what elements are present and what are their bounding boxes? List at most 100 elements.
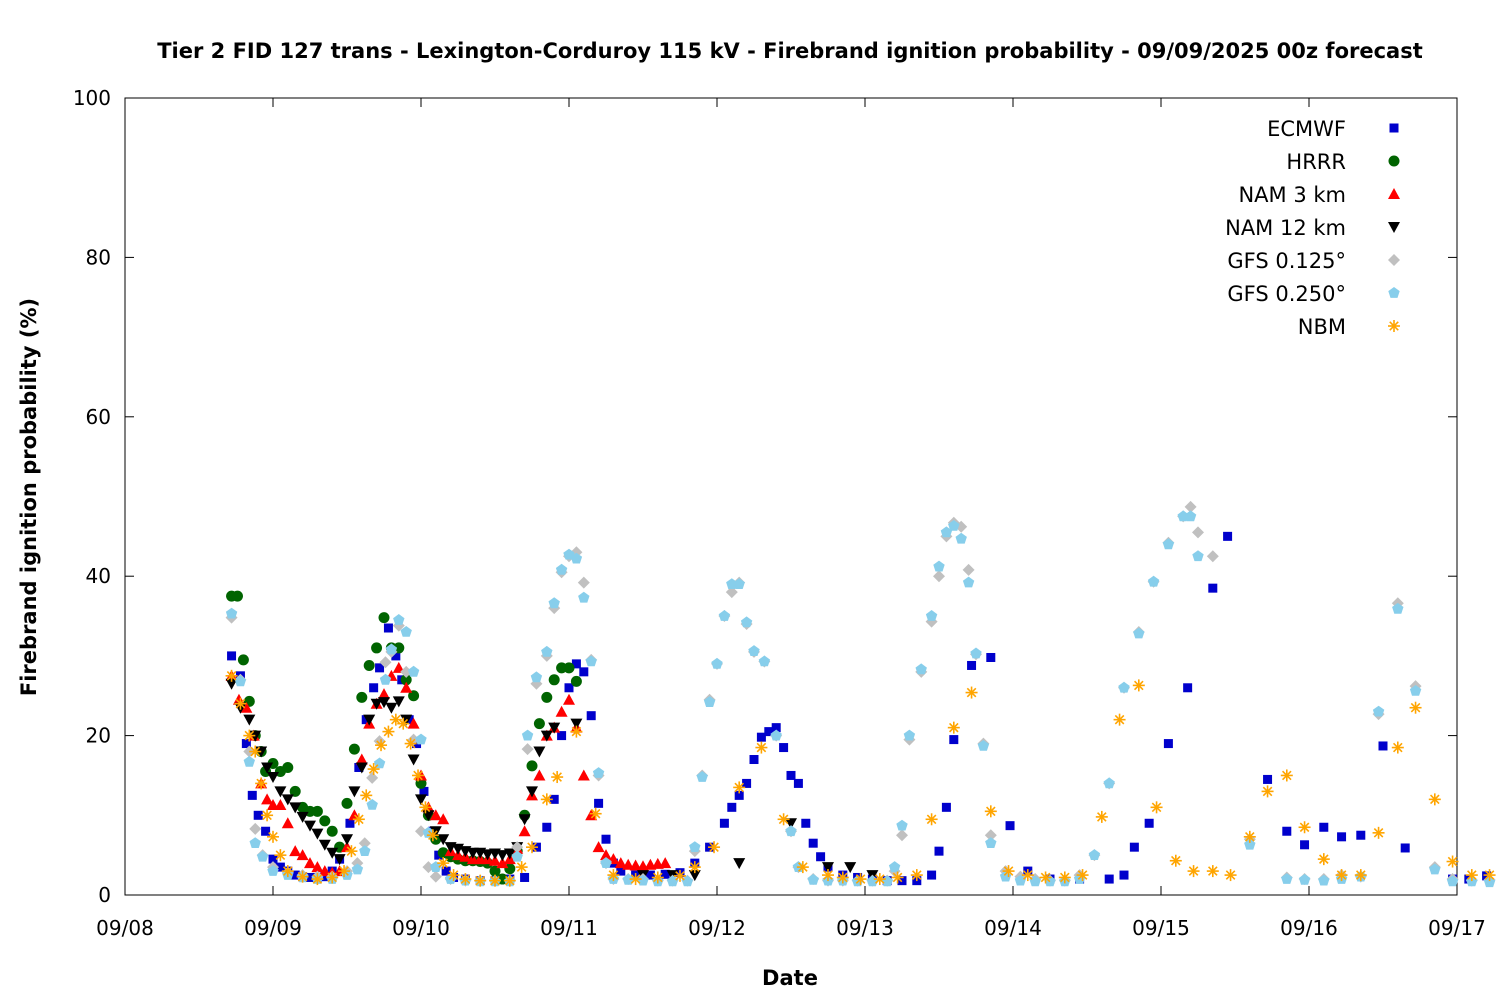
data-point-nam-12-km — [503, 848, 516, 860]
data-point-gfs-0-250 — [903, 729, 916, 741]
data-point-nam-3-km — [489, 854, 501, 866]
data-point-nbm — [367, 763, 380, 776]
x-tick-label: 09/10 — [392, 916, 450, 940]
data-point-nbm — [503, 874, 516, 887]
data-point-gfs-0-250 — [785, 825, 797, 837]
data-point-nbm — [891, 871, 904, 884]
data-point-ecmwf — [808, 838, 818, 848]
data-point-ecmwf — [771, 723, 781, 733]
x-tick-label: 09/13 — [836, 916, 894, 940]
data-point-nbm — [1372, 826, 1385, 839]
data-point-nbm — [1206, 865, 1219, 878]
data-point-gfs-0-250 — [711, 657, 723, 669]
data-point-nam-3-km — [563, 693, 575, 705]
data-point-ecmwf — [1263, 774, 1273, 784]
data-point-ecmwf — [1129, 842, 1139, 852]
data-point-gfs-0-125 — [358, 837, 371, 850]
data-point-nam-12-km — [311, 828, 324, 840]
y-tick-label: 0 — [98, 883, 111, 907]
data-point-ecmwf — [927, 870, 937, 880]
data-point-gfs-0-250 — [407, 665, 420, 677]
y-tick-label: 100 — [73, 86, 111, 110]
data-point-gfs-0-125 — [422, 861, 435, 874]
data-point-hrrr — [533, 718, 545, 730]
data-point-hrrr — [356, 691, 368, 703]
legend-marker-hrrr — [1388, 155, 1400, 167]
data-point-nam-12-km — [437, 834, 450, 846]
data-point-nbm — [551, 771, 564, 784]
data-point-nbm — [1261, 785, 1274, 798]
data-point-gfs-0-250 — [1318, 874, 1330, 886]
data-point-ecmwf — [1183, 683, 1193, 693]
legend-label-gfs-0-250: GFS 0.250° — [1227, 282, 1346, 306]
data-point-gfs-0-125 — [249, 822, 262, 835]
data-point-nam-12-km — [243, 714, 256, 726]
data-point-hrrr — [378, 612, 390, 624]
data-point-gfs-0-250 — [1177, 510, 1189, 522]
data-point-nbm — [1187, 865, 1200, 878]
data-point-nbm — [1113, 713, 1126, 726]
data-point-nam-3-km — [592, 841, 605, 853]
data-point-nam-3-km — [240, 701, 253, 713]
data-point-nbm — [296, 870, 309, 883]
data-point-gfs-0-250 — [1162, 538, 1175, 550]
data-point-ecmwf — [369, 683, 379, 693]
data-point-nam-12-km — [496, 850, 509, 862]
data-point-ecmwf — [520, 872, 530, 882]
data-point-ecmwf — [290, 870, 300, 880]
data-point-nbm — [947, 721, 960, 734]
data-point-ecmwf — [1144, 818, 1154, 828]
data-point-ecmwf — [934, 846, 944, 856]
data-point-nam-3-km — [496, 857, 509, 869]
data-point-nam-12-km — [415, 794, 427, 806]
legend-label-hrrr: HRRR — [1286, 150, 1346, 174]
data-point-ecmwf — [594, 798, 604, 808]
data-point-gfs-0-250 — [681, 875, 694, 887]
data-point-ecmwf — [1119, 870, 1129, 880]
data-point-ecmwf — [542, 822, 552, 832]
data-point-gfs-0-250 — [807, 873, 819, 885]
data-point-hrrr — [282, 761, 294, 773]
data-point-hrrr — [548, 674, 560, 686]
data-point-nbm — [910, 869, 923, 882]
y-tick-label: 40 — [86, 564, 111, 588]
data-point-nam-3-km — [378, 688, 390, 700]
data-point-nbm — [338, 865, 351, 878]
data-point-nam-3-km — [659, 857, 672, 869]
data-point-gfs-0-250 — [1244, 838, 1256, 850]
data-point-ecmwf — [1104, 874, 1114, 884]
data-point-nam-12-km — [548, 722, 561, 734]
data-point-nam-12-km — [281, 794, 294, 806]
legend-label-gfs-0-125: GFS 0.125° — [1227, 249, 1346, 273]
data-point-gfs-0-250 — [718, 610, 731, 621]
data-point-nam-12-km — [355, 762, 368, 774]
data-point-nam-3-km — [274, 798, 287, 810]
data-point-nam-12-km — [289, 802, 302, 814]
data-point-ecmwf — [1163, 739, 1173, 749]
data-point-nbm — [360, 789, 373, 802]
data-point-ecmwf — [1282, 826, 1292, 836]
data-point-nbm — [1095, 810, 1108, 823]
legend-marker-gfs-0-125 — [1388, 254, 1400, 266]
data-point-gfs-0-250 — [393, 614, 405, 625]
data-point-gfs-0-250 — [585, 655, 597, 667]
data-point-nbm — [1428, 793, 1441, 806]
data-point-nam-12-km — [333, 854, 346, 866]
data-point-gfs-0-125 — [511, 841, 524, 854]
data-point-gfs-0-250 — [530, 671, 543, 683]
legend-marker-ecmwf — [1389, 123, 1399, 133]
data-point-gfs-0-250 — [1446, 875, 1459, 887]
data-point-nbm — [1391, 741, 1404, 754]
data-point-gfs-0-250 — [925, 610, 938, 621]
data-point-gfs-0-250 — [1429, 863, 1441, 875]
data-point-gfs-0-250 — [1147, 575, 1160, 587]
data-point-nbm — [1409, 701, 1422, 714]
chart-title: Tier 2 FID 127 trans - Lexington-Corduro… — [157, 39, 1423, 63]
data-point-ecmwf — [616, 866, 626, 876]
data-point-gfs-0-250 — [511, 850, 523, 862]
data-point-nbm — [1335, 869, 1348, 882]
data-point-gfs-0-250 — [881, 875, 893, 887]
data-point-nbm — [459, 873, 472, 886]
y-axis-label: Firebrand ignition probability (%) — [17, 298, 41, 696]
data-point-gfs-0-250 — [1133, 627, 1145, 639]
